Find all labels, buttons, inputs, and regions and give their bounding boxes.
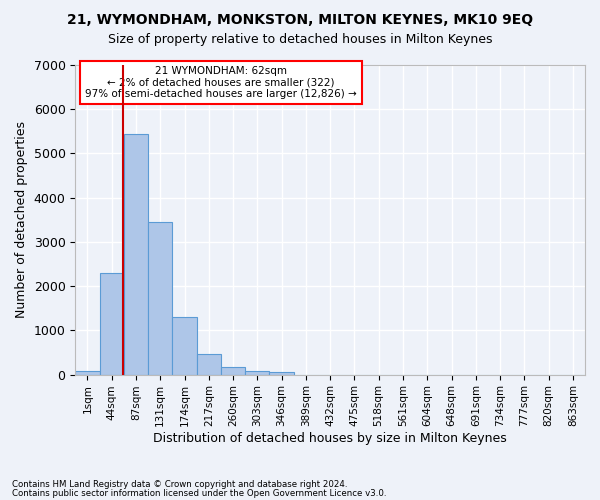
Bar [100,273,124,374]
Y-axis label: Number of detached properties: Number of detached properties [15,122,28,318]
Text: Contains public sector information licensed under the Open Government Licence v3: Contains public sector information licen… [12,488,386,498]
Bar [221,368,245,374]
Bar [124,134,148,374]
Text: Contains HM Land Registry data © Crown copyright and database right 2024.: Contains HM Land Registry data © Crown c… [12,480,347,489]
Text: 21 WYMONDHAM: 62sqm
← 2% of detached houses are smaller (322)
97% of semi-detach: 21 WYMONDHAM: 62sqm ← 2% of detached hou… [85,66,357,100]
Bar [269,372,294,374]
Bar [172,316,197,374]
Text: 21, WYMONDHAM, MONKSTON, MILTON KEYNES, MK10 9EQ: 21, WYMONDHAM, MONKSTON, MILTON KEYNES, … [67,12,533,26]
X-axis label: Distribution of detached houses by size in Milton Keynes: Distribution of detached houses by size … [153,432,507,445]
Bar [148,222,172,374]
Bar [245,370,269,374]
Text: Size of property relative to detached houses in Milton Keynes: Size of property relative to detached ho… [108,32,492,46]
Bar [197,354,221,374]
Bar [75,372,100,374]
